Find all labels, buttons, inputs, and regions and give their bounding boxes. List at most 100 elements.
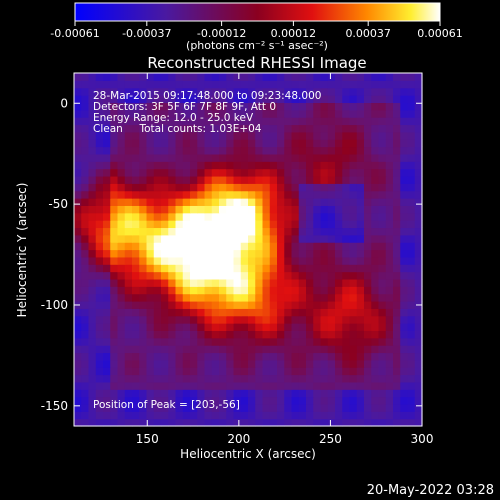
heatmap-cell (407, 374, 416, 383)
heatmap-cell (356, 278, 365, 287)
heatmap-cell (175, 337, 184, 346)
heatmap-cell (88, 220, 97, 229)
heatmap-cell (306, 198, 314, 206)
heatmap-cell (117, 352, 126, 361)
heatmap-cell (168, 381, 177, 390)
heatmap-cell (139, 367, 148, 376)
heatmap-cell (146, 337, 155, 346)
heatmap-cell (378, 300, 387, 309)
heatmap-cell (349, 389, 358, 398)
heatmap-cell (306, 337, 314, 346)
heatmap-cell (132, 330, 140, 339)
heatmap-cell (335, 234, 343, 243)
heatmap-cell (291, 183, 300, 192)
heatmap-cell (356, 330, 365, 339)
heatmap-cell (132, 95, 140, 104)
heatmap-cell (132, 271, 140, 280)
heatmap-cell (320, 109, 329, 118)
heatmap-cell (364, 80, 372, 89)
heatmap-cell (139, 212, 148, 221)
heatmap-cell (211, 153, 220, 162)
heatmap-cell (364, 73, 372, 81)
heatmap-cell (378, 315, 387, 324)
heatmap-cell (233, 396, 242, 405)
heatmap-cell (400, 293, 409, 302)
heatmap-cell (110, 117, 119, 126)
heatmap-cell (342, 374, 351, 383)
heatmap-cell (385, 131, 394, 140)
heatmap-cell (161, 161, 169, 170)
heatmap-cell (81, 403, 90, 412)
heatmap-cell (248, 352, 256, 361)
heatmap-cell (190, 381, 198, 390)
heatmap-cell (320, 131, 329, 140)
heatmap-cell (356, 161, 365, 170)
heatmap-cell (320, 190, 329, 199)
heatmap-cell (393, 131, 401, 140)
heatmap-cell (255, 381, 264, 390)
heatmap-cell (356, 315, 365, 324)
heatmap-cell (385, 352, 394, 361)
heatmap-cell (81, 102, 90, 111)
heatmap-cell (153, 411, 162, 420)
heatmap-cell (327, 300, 336, 309)
heatmap-cell (233, 389, 242, 398)
heatmap-cell (197, 175, 206, 184)
heatmap-cell (88, 300, 97, 309)
annotation-detectors: Detectors: 3F 5F 6F 7F 8F 9F, Att 0 (93, 101, 276, 113)
heatmap-cell (400, 345, 409, 354)
heatmap-cell (88, 359, 97, 368)
heatmap-cell (248, 308, 256, 317)
heatmap-cell (313, 205, 322, 214)
heatmap-cell (349, 95, 358, 104)
heatmap-cell (139, 168, 148, 177)
heatmap-cell (248, 300, 256, 309)
heatmap-cell (211, 198, 220, 206)
heatmap-cell (182, 271, 191, 280)
heatmap-cell (277, 175, 285, 184)
heatmap-cell (313, 308, 322, 317)
heatmap-cell (110, 190, 119, 199)
heatmap-cell (378, 256, 387, 265)
heatmap-cell (211, 374, 220, 383)
heatmap-cell (248, 381, 256, 390)
heatmap-cell (306, 381, 314, 390)
heatmap-cell (262, 271, 271, 280)
heatmap-cell (371, 352, 380, 361)
heatmap-cell (81, 95, 90, 104)
heatmap-cell (226, 80, 235, 89)
heatmap-cell (414, 293, 423, 302)
heatmap-cell (327, 315, 336, 324)
heatmap-cell (277, 131, 285, 140)
heatmap-cell (146, 300, 155, 309)
heatmap-cell (190, 330, 198, 339)
heatmap-cell (407, 73, 416, 81)
heatmap-cell (255, 153, 264, 162)
heatmap-cell (414, 168, 423, 177)
heatmap-cell (197, 183, 206, 192)
heatmap-cell (407, 308, 416, 317)
heatmap-cell (414, 271, 423, 280)
heatmap-cell (371, 359, 380, 368)
heatmap-cell (400, 220, 409, 229)
heatmap-cell (393, 80, 401, 89)
heatmap-cell (277, 374, 285, 383)
heatmap-cell (204, 389, 213, 398)
heatmap-cell (378, 352, 387, 361)
heatmap-cell (393, 345, 401, 354)
heatmap-cell (342, 227, 351, 236)
heatmap-cell (327, 87, 336, 96)
heatmap-cell (248, 418, 256, 427)
heatmap-cell (211, 212, 220, 221)
heatmap-cell (132, 278, 140, 287)
heatmap-cell (110, 418, 119, 427)
heatmap-cell (197, 271, 206, 280)
heatmap-cell (117, 175, 126, 184)
heatmap-cell (335, 175, 343, 184)
heatmap-cell (204, 411, 213, 420)
heatmap-cell (364, 183, 372, 192)
heatmap-cell (153, 389, 162, 398)
heatmap-cell (414, 256, 423, 265)
heatmap-cell (168, 183, 177, 192)
heatmap-cell (240, 345, 249, 354)
